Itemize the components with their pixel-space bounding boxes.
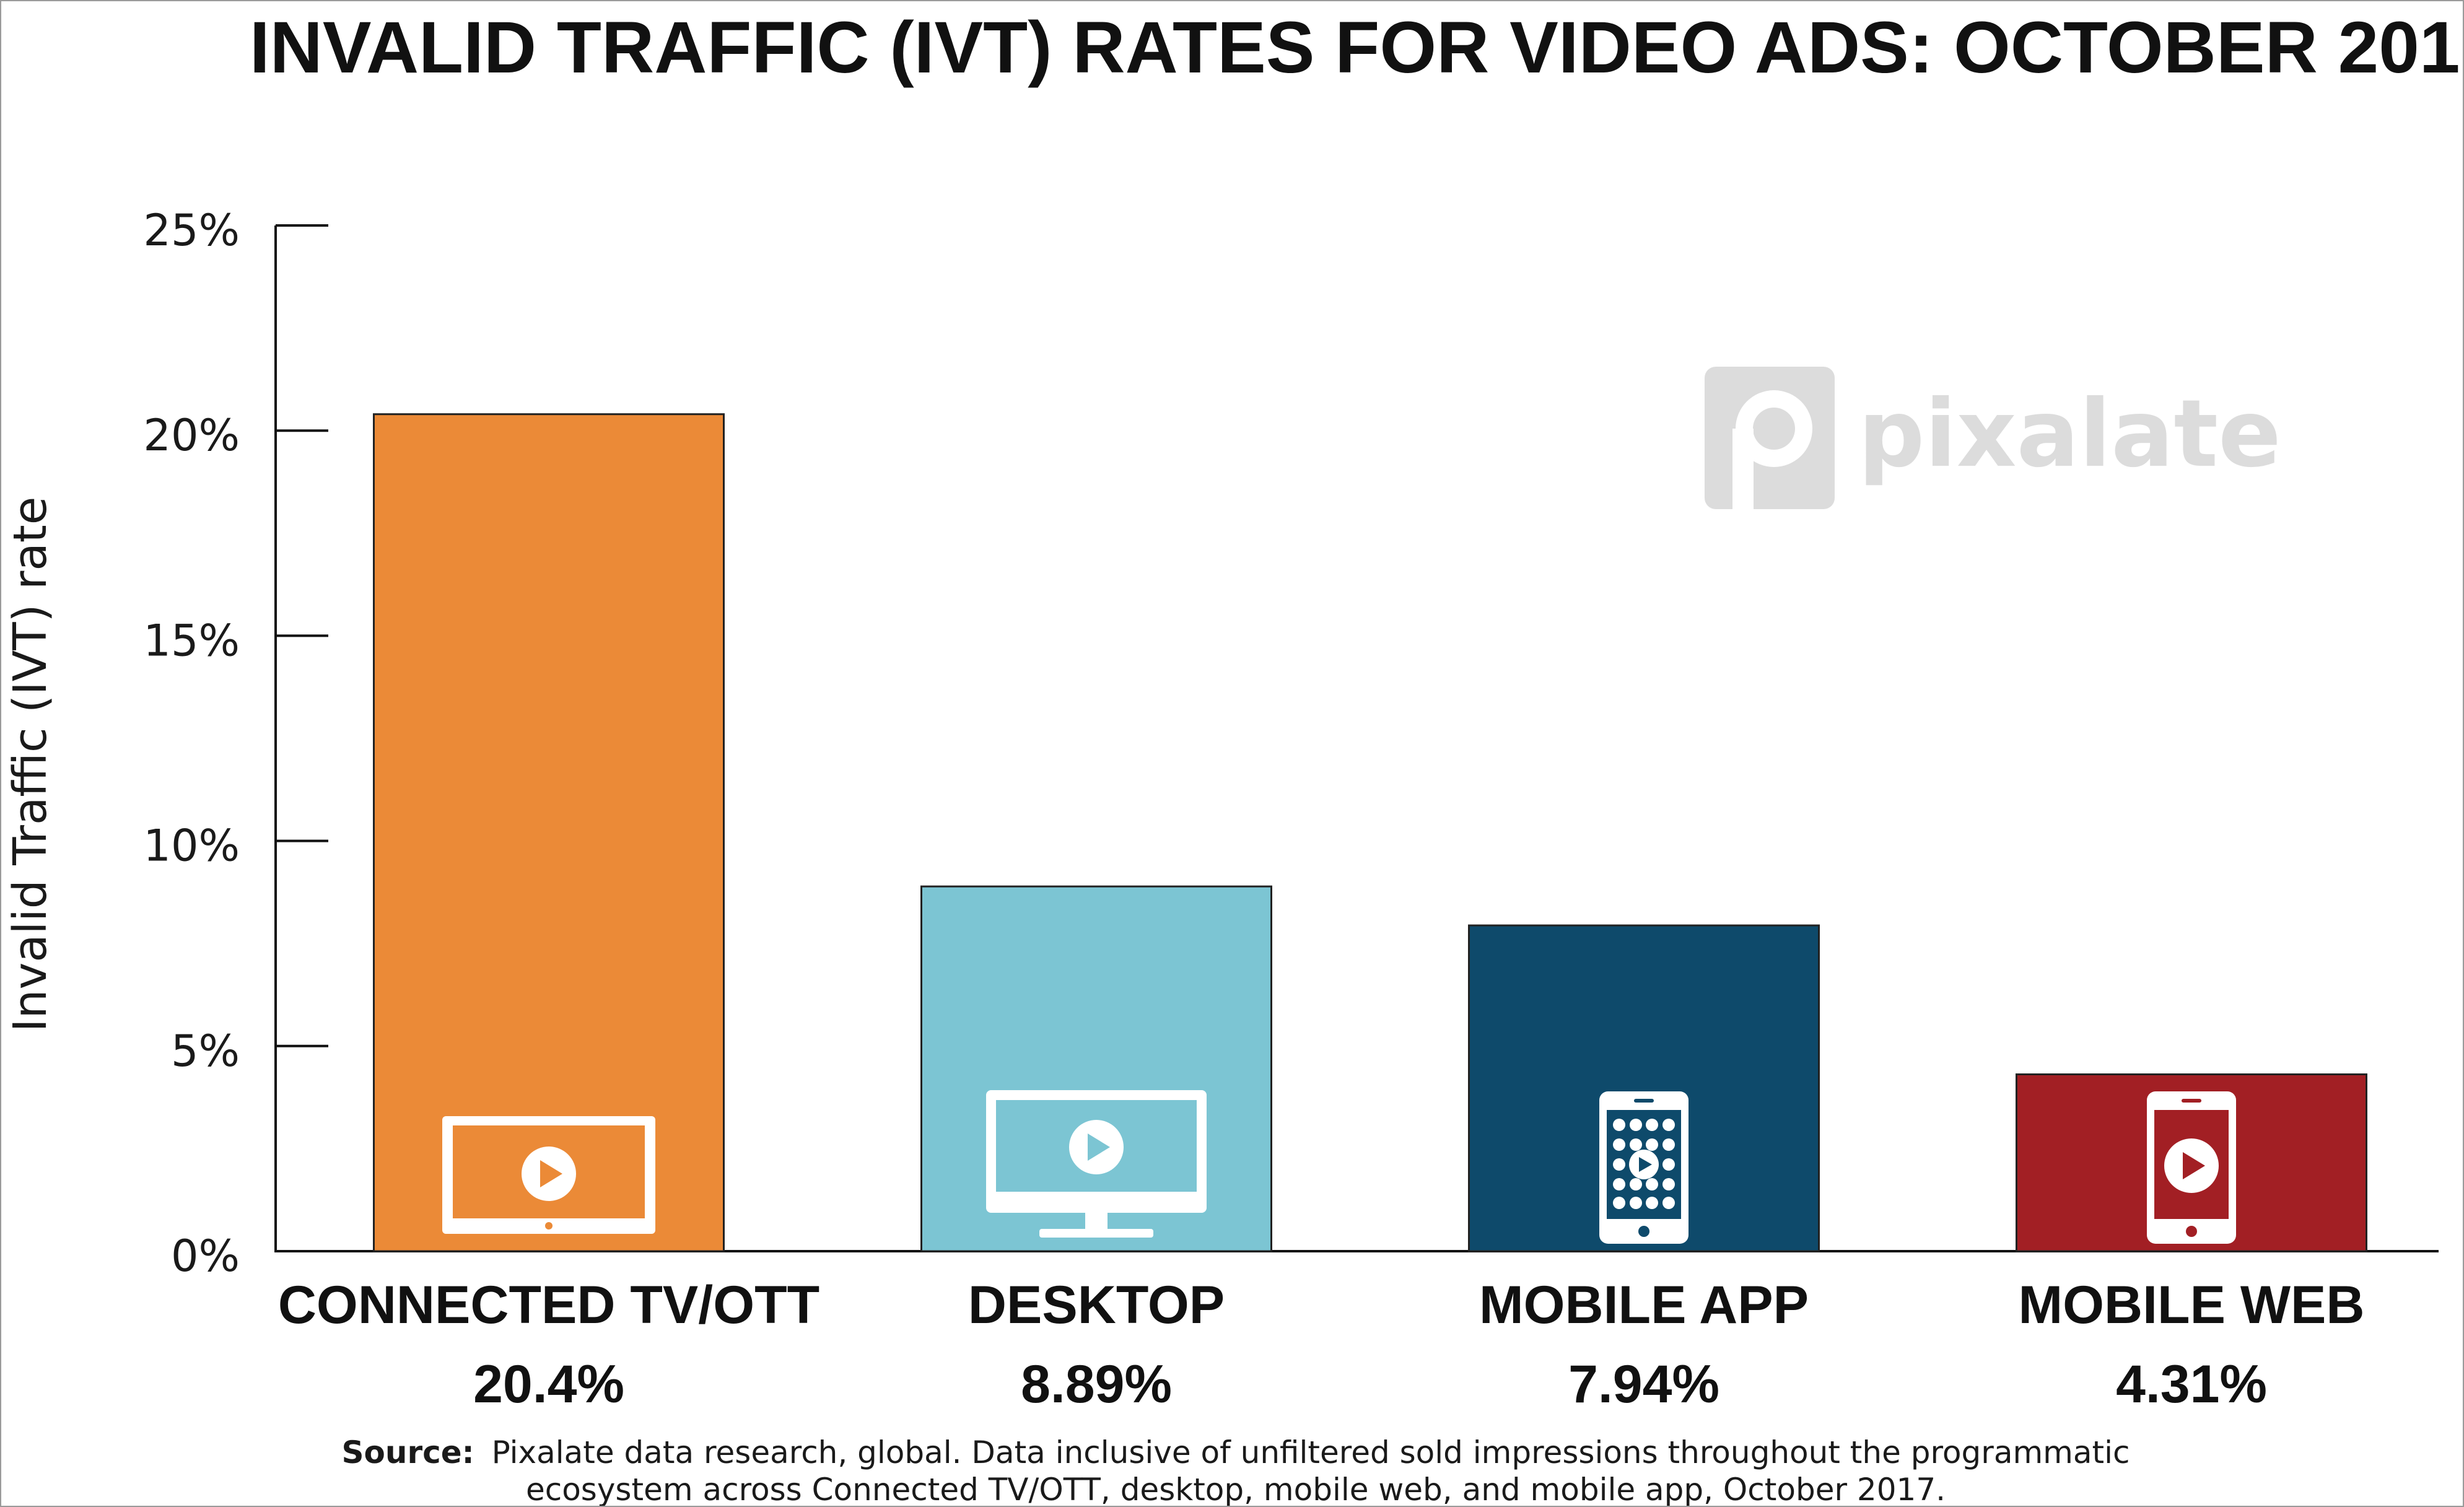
watermark-text: pixalate	[1858, 380, 2281, 488]
category-label-connected-tv-ott: CONNECTED TV/OTT	[278, 1275, 819, 1335]
bar-group-desktop	[920, 885, 1272, 1252]
mobile-web-icon	[2147, 1091, 2236, 1244]
bar-connected-tv-ott	[373, 413, 725, 1252]
y-tick-label: 10%	[143, 821, 240, 871]
mobile-app-icon	[1599, 1091, 1689, 1244]
category-label-mobile-app: MOBILE APP	[1479, 1275, 1809, 1335]
bar-group-mobile-app	[1468, 924, 1820, 1252]
value-label-desktop: 8.89%	[1021, 1355, 1172, 1414]
source-line-1: Source: Pixalate data research, global. …	[342, 1435, 2130, 1470]
chart-title: INVALID TRAFFIC (IVT) RATES FOR VIDEO AD…	[250, 7, 2463, 89]
y-axis-label: Invalid Traffic (IVT) rate	[4, 497, 57, 1033]
value-label-mobile-web: 4.31%	[2116, 1355, 2267, 1414]
y-ticks: 0% 5% 10% 15% 20% 25%	[143, 205, 328, 1282]
bars	[373, 413, 2367, 1252]
source-text-1: Pixalate data research, global. Data inc…	[492, 1435, 2130, 1470]
category-labels: CONNECTED TV/OTT 20.4% DESKTOP 8.89% MOBILE …	[278, 1275, 2365, 1414]
source-label: Source:	[342, 1435, 474, 1470]
y-tick-label: 5%	[171, 1026, 240, 1077]
value-label-connected-tv-ott: 20.4%	[473, 1355, 624, 1414]
y-tick-label: 15%	[143, 615, 240, 666]
source-line-2: ecosystem across Connected TV/OTT, deskt…	[526, 1472, 1946, 1506]
value-label-mobile-app: 7.94%	[1568, 1355, 1719, 1414]
tv-icon	[442, 1116, 655, 1234]
y-tick-label: 0%	[171, 1231, 240, 1282]
y-tick-label: 20%	[143, 410, 240, 461]
bar-group-connected-tv-ott	[373, 413, 725, 1252]
category-label-desktop: DESKTOP	[968, 1275, 1225, 1335]
pixalate-watermark: pixalate	[1705, 367, 2281, 509]
y-tick-label: 25%	[143, 205, 240, 256]
desktop-monitor-icon	[986, 1090, 1207, 1238]
category-label-mobile-web: MOBILE WEB	[2019, 1275, 2365, 1335]
pixalate-logo-icon	[1705, 367, 1835, 509]
bar-group-mobile-web	[2016, 1073, 2367, 1252]
